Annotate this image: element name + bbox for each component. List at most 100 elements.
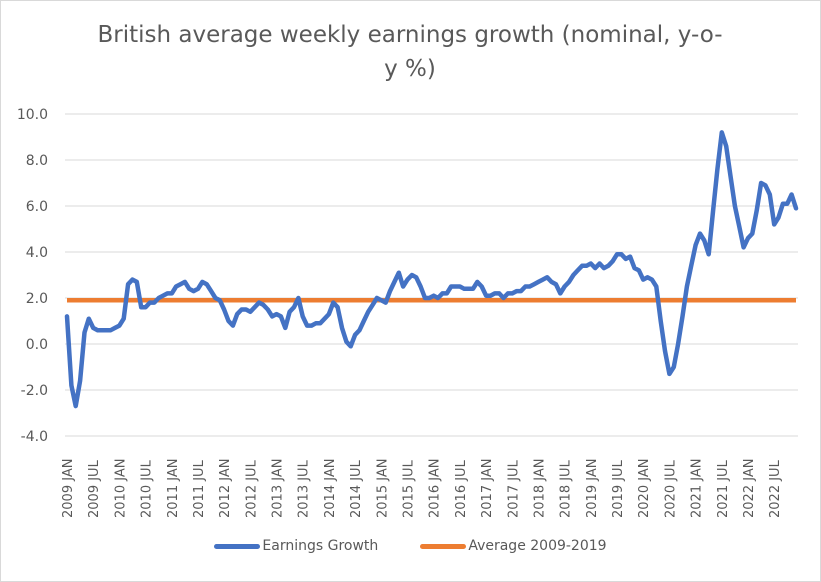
- data-point-earnings-growth: [92, 326, 95, 329]
- data-point-earnings-growth: [105, 329, 108, 332]
- x-tick-label: 2010 JUL: [140, 459, 155, 518]
- data-point-earnings-growth: [554, 283, 557, 286]
- data-point-earnings-growth: [236, 313, 239, 316]
- data-point-earnings-growth: [733, 205, 736, 208]
- x-tick-label: 2015 JAN: [375, 459, 390, 518]
- data-point-earnings-growth: [410, 274, 413, 277]
- data-point-earnings-growth: [519, 290, 522, 293]
- data-point-earnings-growth: [210, 290, 213, 293]
- data-point-earnings-growth: [707, 253, 710, 256]
- data-point-earnings-growth: [471, 287, 474, 290]
- data-point-earnings-growth: [790, 193, 793, 196]
- series-layer: [64, 130, 799, 409]
- data-point-earnings-growth: [127, 283, 130, 286]
- legend-item-average[interactable]: Average 2009-2019: [420, 538, 607, 554]
- data-point-earnings-growth: [537, 280, 540, 283]
- data-point-earnings-growth: [672, 366, 675, 369]
- data-point-earnings-growth: [729, 175, 732, 178]
- legend-label-earnings-growth: Earnings Growth: [262, 538, 379, 554]
- data-point-earnings-growth: [109, 329, 112, 332]
- data-point-earnings-growth: [620, 253, 623, 256]
- data-point-earnings-growth: [218, 299, 221, 302]
- data-point-earnings-growth: [402, 285, 405, 288]
- data-point-earnings-growth: [306, 324, 309, 327]
- x-tick-label: 2018 JAN: [532, 459, 547, 518]
- data-point-earnings-growth: [550, 280, 553, 283]
- legend-swatch-average: [420, 543, 467, 549]
- data-point-earnings-growth: [114, 326, 117, 329]
- data-point-earnings-growth: [362, 320, 365, 323]
- y-tick-label: 2.0: [26, 291, 48, 307]
- data-point-earnings-growth: [576, 269, 579, 272]
- data-point-earnings-growth: [358, 329, 361, 332]
- data-point-earnings-growth: [716, 168, 719, 171]
- data-point-earnings-growth: [493, 292, 496, 295]
- data-point-earnings-growth: [74, 405, 77, 408]
- data-point-earnings-growth: [314, 322, 317, 325]
- gridlines: [65, 113, 798, 437]
- data-point-earnings-growth: [698, 232, 701, 235]
- x-tick-label: 2022 JAN: [742, 459, 757, 518]
- data-point-earnings-growth: [332, 301, 335, 304]
- data-point-earnings-growth: [354, 333, 357, 336]
- x-tick-label: 2014 JAN: [323, 459, 338, 518]
- data-point-earnings-growth: [135, 280, 138, 283]
- data-point-earnings-growth: [70, 384, 73, 387]
- data-point-earnings-growth: [515, 290, 518, 293]
- x-tick-label: 2017 JUL: [506, 459, 521, 518]
- data-point-earnings-growth: [480, 285, 483, 288]
- x-tick-label: 2011 JAN: [166, 459, 181, 518]
- data-point-earnings-growth: [764, 184, 767, 187]
- data-point-earnings-growth: [533, 283, 536, 286]
- data-point-earnings-growth: [157, 297, 160, 300]
- data-point-earnings-growth: [240, 308, 243, 311]
- data-point-earnings-growth: [262, 303, 265, 306]
- data-point-earnings-growth: [79, 379, 82, 382]
- data-point-earnings-growth: [694, 244, 697, 247]
- y-tick-label: 0.0: [26, 337, 48, 353]
- x-tick-label: 2022 JUL: [768, 459, 783, 518]
- data-point-earnings-growth: [345, 340, 348, 343]
- y-tick-label: 6.0: [26, 199, 48, 215]
- data-point-earnings-growth: [777, 216, 780, 219]
- data-point-earnings-growth: [568, 280, 571, 283]
- data-point-earnings-growth: [454, 285, 457, 288]
- data-point-earnings-growth: [659, 320, 662, 323]
- data-point-earnings-growth: [223, 308, 226, 311]
- data-point-earnings-growth: [681, 315, 684, 318]
- data-point-earnings-growth: [467, 287, 470, 290]
- data-point-earnings-growth: [607, 264, 610, 267]
- x-tick-label: 2010 JAN: [113, 459, 128, 518]
- data-point-earnings-growth: [144, 306, 147, 309]
- data-point-earnings-growth: [319, 322, 322, 325]
- data-point-earnings-growth: [297, 297, 300, 300]
- legend-swatch-earnings-growth: [214, 543, 261, 549]
- data-point-earnings-growth: [598, 262, 601, 265]
- x-tick-label: 2020 JUL: [663, 459, 678, 518]
- x-tick-label: 2015 JUL: [401, 459, 416, 518]
- data-point-earnings-growth: [393, 280, 396, 283]
- data-point-earnings-growth: [489, 294, 492, 297]
- data-point-earnings-growth: [349, 345, 352, 348]
- data-point-earnings-growth: [284, 326, 287, 329]
- data-point-earnings-growth: [271, 315, 274, 318]
- x-tick-label: 2019 JUL: [611, 459, 626, 518]
- data-point-earnings-growth: [712, 209, 715, 212]
- data-point-earnings-growth: [201, 280, 204, 283]
- data-point-earnings-growth: [642, 278, 645, 281]
- data-point-earnings-growth: [162, 294, 165, 297]
- data-point-earnings-growth: [624, 257, 627, 260]
- data-point-earnings-growth: [629, 255, 632, 258]
- data-point-earnings-growth: [323, 317, 326, 320]
- data-point-earnings-growth: [205, 283, 208, 286]
- x-tick-label: 2021 JAN: [690, 459, 705, 518]
- data-point-earnings-growth: [66, 315, 69, 318]
- data-point-earnings-growth: [266, 308, 269, 311]
- data-point-earnings-growth: [528, 285, 531, 288]
- data-point-earnings-growth: [611, 260, 614, 263]
- data-point-earnings-growth: [371, 303, 374, 306]
- data-point-earnings-growth: [437, 297, 440, 300]
- legend-item-earnings-growth[interactable]: Earnings Growth: [214, 538, 378, 554]
- data-point-earnings-growth: [244, 308, 247, 311]
